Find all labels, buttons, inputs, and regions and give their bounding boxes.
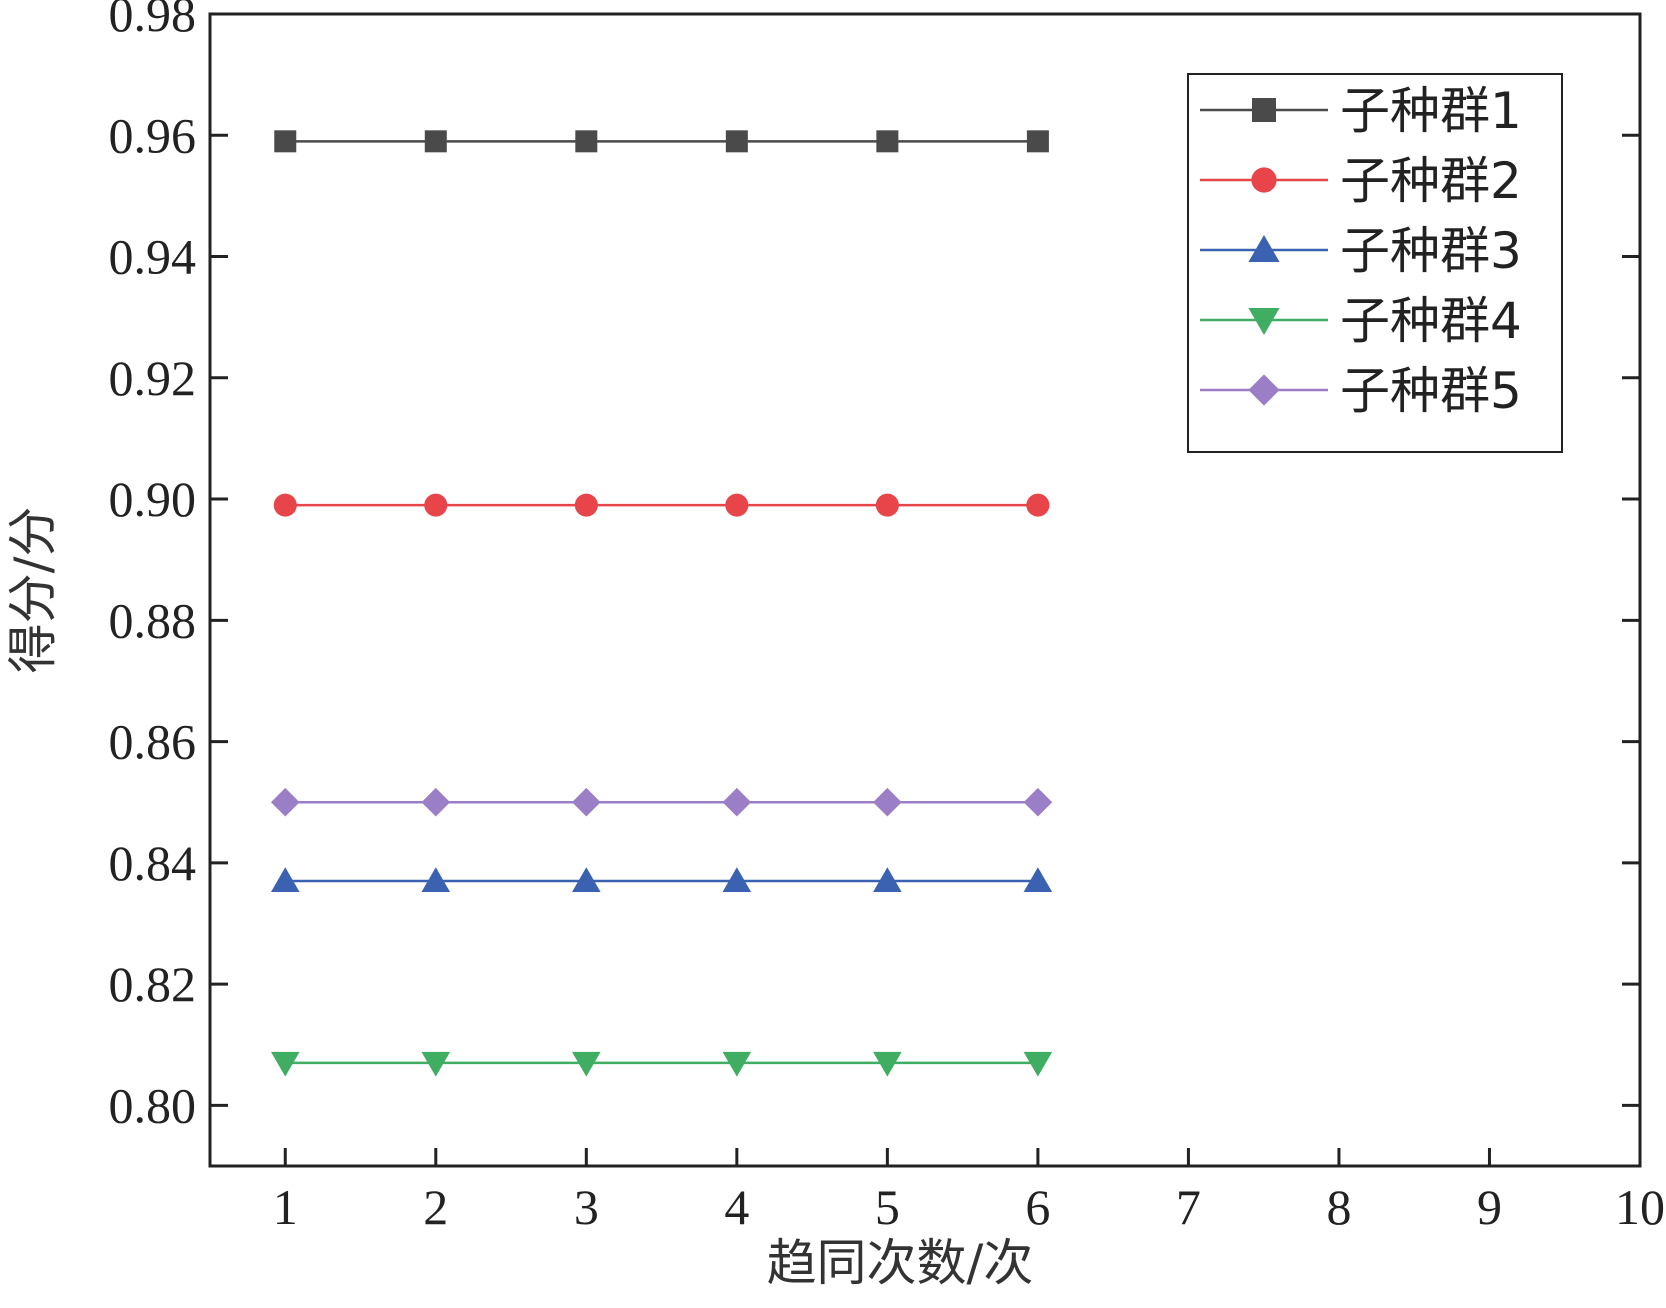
data-point	[873, 787, 902, 817]
data-point	[572, 867, 601, 893]
data-point	[876, 130, 899, 153]
x-tick-label: 2	[423, 1179, 448, 1235]
data-point	[873, 1051, 902, 1077]
data-point	[1023, 787, 1053, 817]
legend-marker	[1252, 98, 1276, 122]
plot-frame	[208, 12, 1642, 1168]
data-point	[424, 130, 447, 153]
series-5	[270, 787, 1053, 817]
legend-item: 子种群4	[1200, 292, 1522, 350]
data-point	[572, 1051, 601, 1077]
data-point	[424, 493, 448, 517]
x-tick-label: 5	[875, 1179, 900, 1235]
series-3	[270, 867, 1053, 893]
legend-item: 子种群1	[1200, 82, 1522, 140]
series-layer	[270, 130, 1053, 1077]
y-tick-label: 0.86	[109, 714, 197, 770]
data-point	[722, 1051, 752, 1077]
x-tick-label: 7	[1176, 1179, 1201, 1235]
y-axis-ticks: 0.80 0.82 0.84 0.86 0.88 0.90 0.92 0.94 0.96 0.98	[109, 0, 1640, 1133]
y-tick-label: 0.98	[109, 0, 197, 42]
y-axis-title: 得分/分	[4, 507, 62, 674]
x-tick-label: 10	[1615, 1179, 1665, 1235]
legend-label: 子种群2	[1340, 152, 1522, 210]
legend: 子种群1 子种群2 子种群3 子种群4 子种群5	[1187, 73, 1563, 453]
data-point	[421, 867, 451, 893]
data-point	[572, 787, 601, 817]
data-point	[274, 130, 297, 153]
data-point	[574, 493, 598, 517]
data-point	[1023, 1051, 1053, 1077]
series-4	[270, 1051, 1053, 1077]
data-point	[722, 787, 752, 817]
data-point	[421, 787, 451, 817]
data-point	[270, 867, 300, 893]
data-point	[1026, 493, 1050, 517]
legend-item: 子种群2	[1200, 152, 1522, 210]
legend-marker	[1248, 235, 1280, 262]
data-point	[1023, 867, 1053, 893]
x-axis-title: 趋同次数/次	[767, 1234, 1034, 1292]
legend-label: 子种群1	[1340, 82, 1522, 140]
x-tick-label: 6	[1025, 1179, 1050, 1235]
series-2	[273, 493, 1050, 517]
x-axis-ticks: 1 2 3 4 5 6 7 8 9 10	[273, 1148, 1665, 1235]
data-point	[273, 493, 297, 517]
y-tick-label: 0.80	[109, 1077, 197, 1133]
legend-marker	[1248, 374, 1280, 406]
data-point	[421, 1051, 451, 1077]
y-tick-label: 0.96	[109, 107, 197, 163]
data-point	[725, 130, 748, 153]
data-point	[575, 130, 598, 153]
data-point	[1026, 130, 1049, 153]
data-point	[873, 867, 902, 893]
x-tick-label: 3	[574, 1179, 599, 1235]
x-tick-label: 4	[724, 1179, 749, 1235]
y-tick-label: 0.94	[109, 229, 197, 285]
y-tick-label: 0.92	[109, 350, 197, 406]
legend-label: 子种群3	[1340, 222, 1522, 280]
legend-label: 子种群5	[1340, 362, 1522, 420]
y-tick-label: 0.84	[109, 835, 197, 891]
series-1	[274, 130, 1049, 153]
legend-marker	[1248, 308, 1280, 335]
x-tick-label: 9	[1477, 1179, 1502, 1235]
data-point	[270, 787, 300, 817]
y-tick-label: 0.90	[109, 471, 197, 527]
y-tick-label: 0.82	[109, 956, 197, 1012]
legend-marker	[1251, 167, 1277, 193]
legend-item: 子种群3	[1200, 222, 1522, 280]
data-point	[875, 493, 899, 517]
x-tick-label: 1	[273, 1179, 298, 1235]
data-point	[722, 867, 752, 893]
legend-label: 子种群4	[1340, 292, 1522, 350]
x-tick-label: 8	[1326, 1179, 1351, 1235]
y-tick-label: 0.88	[109, 592, 197, 648]
legend-item: 子种群5	[1200, 362, 1522, 420]
data-point	[725, 493, 749, 517]
data-point	[270, 1051, 300, 1077]
